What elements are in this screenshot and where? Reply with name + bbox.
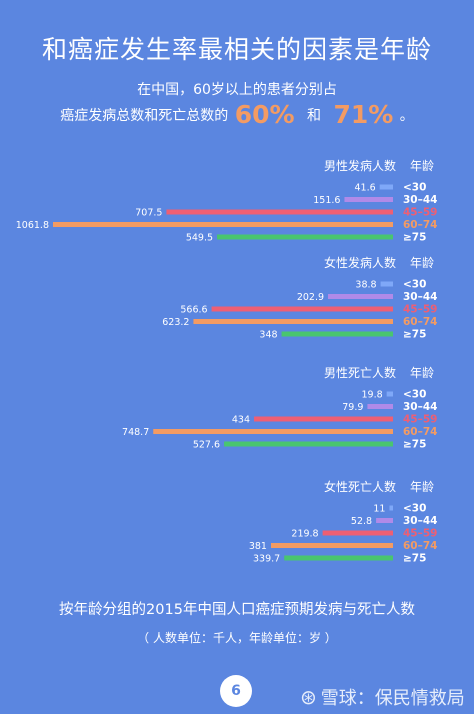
bar <box>284 555 393 561</box>
bar-value-label: 434 <box>232 415 250 426</box>
watermark-text: 雪球：保民情救局 <box>320 688 465 709</box>
intro-suffix: 。 <box>399 108 414 124</box>
chart-caption: 按年龄分组的2015年中国人口癌症预期发病与死亡人数 <box>59 602 415 618</box>
bar <box>270 543 393 548</box>
bar-value-label: 79.9 <box>342 402 363 413</box>
group-header: 女性死亡人数 <box>324 479 396 494</box>
bar-value-label: 381 <box>249 541 267 552</box>
bar <box>380 281 393 287</box>
bar <box>166 209 393 215</box>
bar-value-label: 1061.8 <box>16 220 49 231</box>
bar <box>322 530 393 536</box>
bar <box>328 294 393 299</box>
age-category-label: 30–44 <box>403 194 437 206</box>
age-category-label: <30 <box>403 389 426 401</box>
bar <box>367 404 393 409</box>
age-category-label: 60–74 <box>403 426 437 438</box>
bar-value-label: 19.8 <box>362 390 383 401</box>
mortality-share: 71% <box>333 100 394 129</box>
age-category-label: 45–59 <box>403 414 437 426</box>
snowball-logo-icon: ⊛ <box>300 685 317 709</box>
age-category-label: 60–74 <box>403 316 437 328</box>
bar <box>344 197 393 202</box>
bar <box>254 416 393 422</box>
bar <box>217 234 393 240</box>
age-category-label: ≥75 <box>403 439 426 451</box>
page-title: 和癌症发生率最相关的因素是年龄 <box>41 35 432 64</box>
age-category-label: <30 <box>403 279 426 291</box>
age-category-label: <30 <box>403 503 426 515</box>
group-header: 女性发病人数 <box>324 255 396 270</box>
page-number-badge: 6 <box>220 675 252 707</box>
bar-value-label: 202.9 <box>297 292 324 303</box>
bar <box>153 429 393 434</box>
bar-value-label: 707.5 <box>135 208 162 219</box>
age-category-label: 30–44 <box>403 401 437 413</box>
age-category-label: 45–59 <box>403 207 437 219</box>
age-category-label: ≥75 <box>403 232 426 244</box>
watermark: ⊛ 雪球：保民情救局 <box>300 684 470 710</box>
age-category-label: 30–44 <box>403 291 437 303</box>
group-header: 男性死亡人数 <box>324 365 396 380</box>
bar <box>376 518 393 523</box>
bar <box>281 331 393 337</box>
age-header: 年龄 <box>410 480 434 494</box>
age-category-label: <30 <box>403 182 426 194</box>
bar <box>224 441 393 447</box>
bar <box>386 391 393 397</box>
bar-value-label: 11 <box>373 504 385 515</box>
age-category-label: 60–74 <box>403 219 437 231</box>
bar <box>193 319 393 324</box>
bar <box>211 306 393 312</box>
intro-prefix: 癌症发病总数和死亡总数的 <box>60 108 229 124</box>
age-category-label: 45–59 <box>403 528 437 540</box>
age-category-label: 60–74 <box>403 540 437 552</box>
bar-value-label: 41.6 <box>355 183 376 194</box>
bar-value-label: 38.8 <box>355 280 376 291</box>
intro-connector: 和 <box>307 108 321 124</box>
age-category-label: ≥75 <box>403 329 426 341</box>
bar-value-label: 623.2 <box>162 317 189 328</box>
incidence-share: 60% <box>234 100 295 129</box>
bar <box>53 222 393 227</box>
bar-value-label: 348 <box>259 330 277 341</box>
bar-value-label: 748.7 <box>122 427 149 438</box>
bar <box>379 184 393 190</box>
bar-value-label: 527.6 <box>193 440 220 451</box>
age-category-label: ≥75 <box>403 553 426 565</box>
group-header: 男性发病人数 <box>324 158 396 173</box>
age-category-label: 45–59 <box>403 304 437 316</box>
bar-value-label: 549.5 <box>186 233 213 244</box>
bar-value-label: 52.8 <box>351 516 372 527</box>
bar-value-label: 151.6 <box>313 195 340 206</box>
intro-line-2: 癌症发病总数和死亡总数的 60% 和 71% 。 <box>0 100 474 129</box>
bar <box>389 505 393 511</box>
bar-value-label: 339.7 <box>253 554 280 565</box>
bar-value-label: 566.6 <box>180 305 207 316</box>
units-note: （ 人数单位：千人，年龄单位：岁 ） <box>137 631 337 645</box>
age-category-label: 30–44 <box>403 515 437 527</box>
age-header: 年龄 <box>410 159 434 173</box>
age-header: 年龄 <box>410 256 434 270</box>
intro-line-1: 在中国，60岁以上的患者分别占 <box>137 82 337 98</box>
age-header: 年龄 <box>410 366 434 380</box>
bar-value-label: 219.8 <box>291 529 318 540</box>
